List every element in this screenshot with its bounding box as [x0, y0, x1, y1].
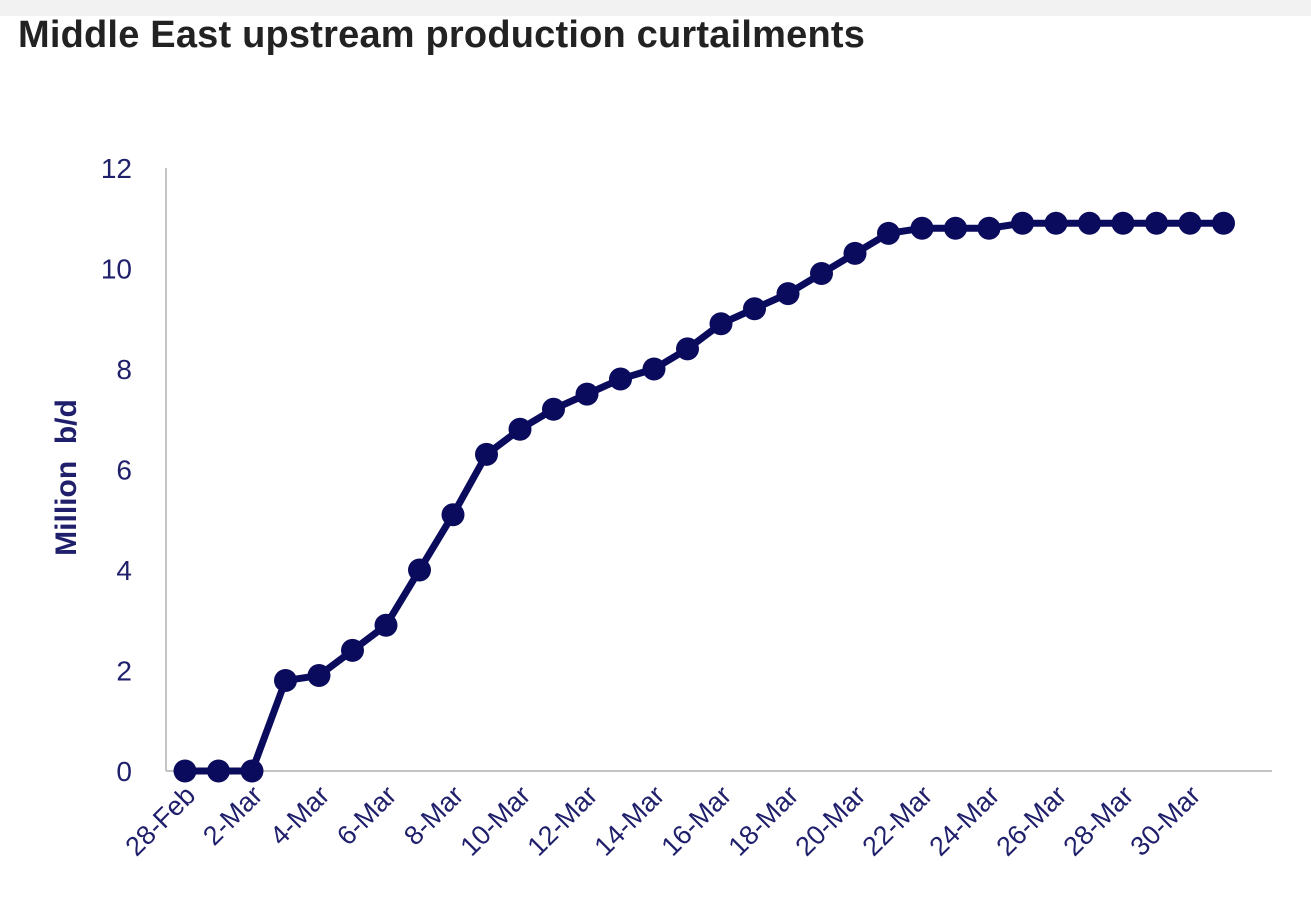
- x-tick-label: 20-Mar: [790, 780, 872, 862]
- data-point: [1178, 211, 1202, 235]
- data-point: [776, 282, 800, 306]
- chart-axes: [165, 168, 1272, 772]
- data-point: [408, 558, 431, 582]
- data-point: [877, 221, 900, 245]
- y-tick-label: 8: [116, 354, 132, 385]
- data-point: [1212, 211, 1235, 235]
- data-point: [274, 669, 297, 693]
- data-point: [1145, 211, 1168, 235]
- x-tick-label: 16-Mar: [656, 780, 738, 862]
- x-tick-label: 12-Mar: [522, 780, 604, 862]
- chart-series: [173, 211, 1235, 783]
- data-point: [944, 216, 967, 240]
- x-tick-label: 4-Mar: [264, 780, 335, 851]
- x-tick-label: 22-Mar: [857, 780, 939, 862]
- data-point: [642, 357, 666, 381]
- x-tick-label: 10-Mar: [455, 780, 537, 862]
- x-tick-label: 18-Mar: [723, 780, 805, 862]
- data-point: [843, 241, 867, 265]
- series-line: [181, 219, 1227, 775]
- data-point: [441, 503, 465, 527]
- data-point: [1078, 211, 1101, 235]
- data-point: [609, 367, 632, 391]
- data-point: [575, 382, 599, 406]
- top-strip: [0, 0, 1311, 16]
- data-point: [173, 759, 197, 783]
- y-tick-label: 4: [116, 555, 132, 586]
- data-point: [374, 613, 398, 637]
- data-point: [542, 397, 565, 421]
- x-tick-label: 24-Mar: [924, 780, 1006, 862]
- data-point: [977, 216, 1001, 240]
- data-point: [508, 417, 532, 441]
- data-point: [341, 638, 364, 662]
- x-tick-label: 2-Mar: [197, 780, 268, 851]
- data-point: [709, 312, 733, 336]
- y-tick-label: 0: [116, 756, 132, 787]
- chart-labels: 0 2 4 6 8 10 12 Million b/d 28-Feb2-Mar4-Mar6-Ma…: [50, 153, 1206, 862]
- data-point: [475, 442, 498, 466]
- data-point: [910, 216, 934, 240]
- y-tick-label: 10: [101, 254, 132, 285]
- x-tick-label: 28-Feb: [120, 780, 202, 862]
- y-tick-label: 2: [116, 656, 132, 687]
- data-point: [810, 262, 833, 286]
- y-axis-label: Million b/d: [50, 399, 83, 556]
- x-tick-label: 14-Mar: [589, 780, 671, 862]
- data-point: [1011, 211, 1034, 235]
- data-point: [676, 337, 699, 361]
- x-tick-label: 6-Mar: [331, 780, 402, 851]
- data-point: [743, 297, 766, 321]
- data-point: [1044, 211, 1068, 235]
- y-tick-label: 12: [101, 153, 132, 184]
- data-point: [207, 759, 230, 783]
- x-tick-label: 28-Mar: [1058, 780, 1140, 862]
- y-tick-label: 6: [116, 455, 132, 486]
- data-point: [307, 664, 331, 688]
- data-point: [240, 759, 264, 783]
- data-point: [1111, 211, 1135, 235]
- x-tick-label: 26-Mar: [991, 780, 1073, 862]
- chart-title: Middle East upstream production curtailm…: [18, 14, 866, 56]
- x-tick-label: 30-Mar: [1125, 780, 1207, 862]
